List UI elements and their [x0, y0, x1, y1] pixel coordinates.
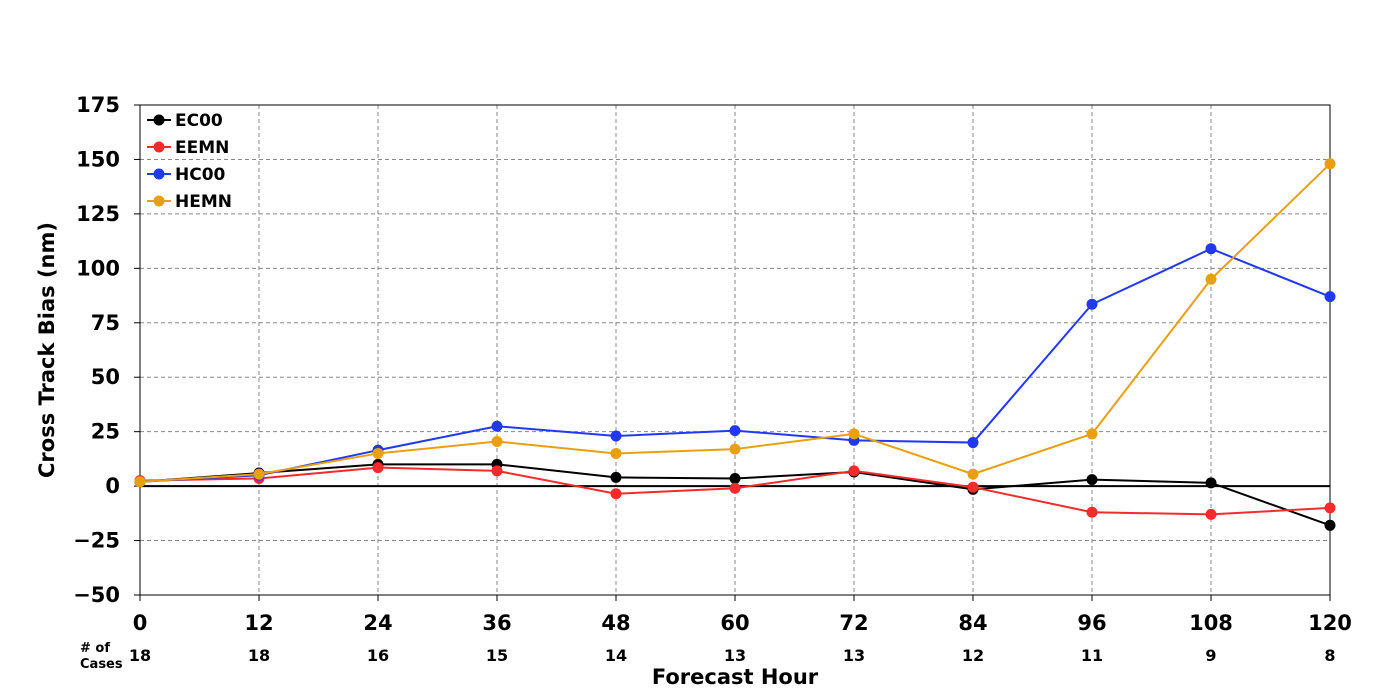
case-count: 18: [248, 646, 270, 665]
data-point: [848, 428, 860, 440]
y-tick-label: 175: [76, 93, 120, 117]
data-point: [491, 435, 503, 447]
x-tick-label: 0: [133, 611, 148, 635]
data-point: [372, 447, 384, 459]
x-tick-label: 36: [482, 611, 511, 635]
y-tick-label: 25: [91, 420, 120, 444]
legend-marker: [153, 168, 165, 180]
data-point: [491, 465, 503, 477]
legend-item-eemn: EEMN: [147, 138, 229, 158]
data-point: [1086, 506, 1098, 518]
legend-item-hemn: HEMN: [147, 192, 232, 212]
x-tick-label: 60: [720, 611, 749, 635]
data-point: [1205, 243, 1217, 255]
case-count: 9: [1205, 646, 1216, 665]
y-tick-label: 100: [76, 256, 120, 280]
case-counts: 18 18 16 15 14 13 13 12 11 9 8: [129, 646, 1336, 665]
x-tick-label: 24: [363, 611, 392, 635]
legend-marker: [153, 141, 165, 153]
data-point: [1205, 477, 1217, 489]
cases-title-line1: # of: [80, 641, 110, 656]
case-count: 18: [129, 646, 151, 665]
legend-label: EC00: [175, 111, 223, 131]
data-point: [134, 476, 146, 488]
data-point: [610, 488, 622, 500]
data-point: [967, 437, 979, 449]
x-tick-label: 120: [1308, 611, 1352, 635]
data-point: [610, 430, 622, 442]
data-point: [1205, 508, 1217, 520]
data-point: [848, 465, 860, 477]
data-point: [610, 447, 622, 459]
legend-label: HEMN: [175, 192, 232, 212]
x-tick-label: 96: [1077, 611, 1106, 635]
y-tick-label: 75: [91, 311, 120, 335]
x-tick-label: 72: [839, 611, 868, 635]
x-tick-label: 108: [1189, 611, 1233, 635]
legend-item-ec00: EC00: [147, 111, 223, 131]
case-count: 12: [962, 646, 984, 665]
case-count: 13: [724, 646, 746, 665]
data-point: [372, 462, 384, 474]
data-point: [1086, 298, 1098, 310]
data-point: [729, 443, 741, 455]
data-point: [1324, 158, 1336, 170]
data-point: [1086, 428, 1098, 440]
cases-title-line2: Cases: [80, 657, 123, 672]
case-count: 11: [1081, 646, 1103, 665]
y-tick-label: 150: [76, 147, 120, 171]
legend-label: HC00: [175, 165, 226, 185]
data-point: [967, 481, 979, 493]
x-axis-title: Forecast Hour: [652, 665, 819, 689]
legend: EC00 EEMN HC00 HEMN: [147, 111, 232, 212]
grid: [140, 105, 1330, 595]
data-point: [1205, 273, 1217, 285]
x-tick-label: 12: [244, 611, 273, 635]
data-point: [610, 471, 622, 483]
data-point: [1086, 474, 1098, 486]
y-tick-label: 125: [76, 202, 120, 226]
data-point: [253, 468, 265, 480]
series-group: [134, 158, 1336, 531]
data-point: [729, 482, 741, 494]
x-tick-label: 48: [601, 611, 630, 635]
data-point: [967, 468, 979, 480]
data-point: [729, 425, 741, 437]
y-tick-label: −50: [73, 583, 120, 607]
case-count: 13: [843, 646, 865, 665]
axis-ticks: −50 −25 0 25 50 75 100 125 150 175 0 12 24 36 48 60 72 84…: [73, 93, 1352, 635]
y-axis-title: Cross Track Bias (nm): [35, 222, 59, 478]
legend-marker: [153, 195, 165, 207]
case-count: 16: [367, 646, 389, 665]
data-point: [729, 472, 741, 484]
legend-label: EEMN: [175, 138, 229, 158]
data-point: [1324, 519, 1336, 531]
data-point: [491, 420, 503, 432]
case-count: 14: [605, 646, 627, 665]
x-tick-label: 84: [958, 611, 987, 635]
y-tick-label: 50: [91, 365, 120, 389]
legend-item-hc00: HC00: [147, 165, 226, 185]
data-point: [1324, 291, 1336, 303]
case-count: 15: [486, 646, 508, 665]
legend-marker: [153, 114, 165, 126]
y-tick-label: 0: [105, 474, 120, 498]
series-hemn: [134, 158, 1336, 488]
case-count: 8: [1324, 646, 1335, 665]
data-point: [1324, 502, 1336, 514]
y-tick-label: −25: [73, 529, 120, 553]
